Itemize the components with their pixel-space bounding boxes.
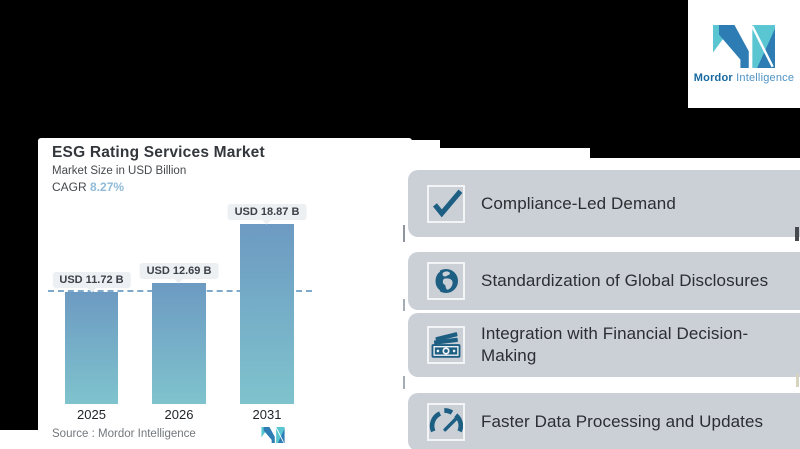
bar-2031: USD 18.87 B [227,204,307,404]
brand-name-bold: Mordor [693,71,733,84]
driver-card-standardization: Standardization of Global Disclosures [408,252,800,310]
cagr-label: CAGR [52,180,87,194]
chart-title: ESG Rating Services Market [52,144,265,161]
market-chart-card: ESG Rating Services Market Market Size i… [38,138,412,449]
driver-label: Integration with Financial Decision-Maki… [481,324,749,365]
chart-subtitle: Market Size in USD Billion [52,165,187,177]
chart-cagr-line: CAGR 8.27% [52,180,124,194]
bar-2026-value-label: USD 12.69 B [139,263,219,284]
bar-2025-value-text: USD 11.72 B [59,274,124,286]
gauge-icon [427,403,465,441]
bar-2031-fill [240,224,294,404]
bar-2025-value-label: USD 11.72 B [52,272,131,293]
driver-label: Faster Data Processing and Updates [481,412,764,431]
x-tick-2031: 2031 [252,407,282,422]
edge-tick [403,376,405,389]
black-left-strip [0,0,38,430]
edge-tick [403,225,405,242]
cagr-value: 8.27% [90,180,125,194]
source-line: Source : Mordor Intelligence [52,428,196,440]
bar-2031-value-text: USD 18.87 B [234,206,300,218]
globe-icon [427,262,465,300]
edge-tick [795,227,799,241]
bar-2025-fill [65,292,118,404]
source-mordor-logo-icon [261,427,285,443]
driver-card-processing: Faster Data Processing and Updates [408,393,800,449]
bar-2025: USD 11.72 B [52,272,131,404]
bar-2031-value-label: USD 18.87 B [227,204,307,225]
banknote-icon [427,326,465,364]
driver-label: Compliance-Led Demand [481,193,676,213]
driver-card-compliance: Compliance-Led Demand [408,170,800,237]
bar-2026-value-text: USD 12.69 B [146,265,212,277]
bar-2026: USD 12.69 B [139,263,219,404]
driver-label: Standardization of Global Disclosures [481,271,769,290]
edge-tick [403,299,405,311]
brand-name-light: Intelligence [736,71,795,84]
x-tick-2025: 2025 [77,407,106,422]
checkmark-icon [427,184,465,223]
brand-logo-box: Mordor Intelligence [688,0,800,108]
bar-2026-fill [152,283,206,404]
mordor-logo-icon [713,24,775,68]
edge-tick [796,374,799,387]
brand-name: Mordor Intelligence [694,72,794,84]
x-tick-2026: 2026 [164,407,194,422]
driver-card-integration: Integration with Financial Decision-Maki… [408,313,800,377]
